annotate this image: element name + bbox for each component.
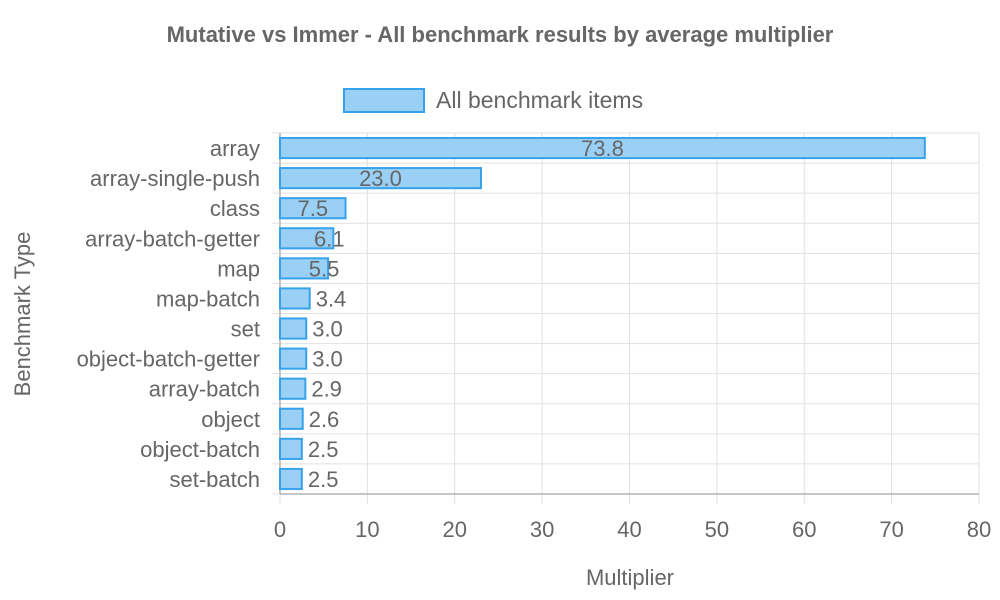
category-label-object-batch-getter: object-batch-getter	[77, 347, 260, 372]
data-label-class: 7.5	[297, 196, 328, 221]
data-label-map-batch: 3.4	[316, 286, 347, 311]
x-tick-label: 30	[530, 517, 554, 542]
data-label-set-batch: 2.5	[308, 467, 339, 492]
data-label-map: 5.5	[309, 256, 340, 281]
x-tick-label: 70	[879, 517, 903, 542]
x-tick-label: 80	[967, 517, 991, 542]
gridlines	[272, 132, 980, 504]
bar-set[interactable]	[279, 317, 308, 340]
bar-set-batch[interactable]	[279, 467, 303, 491]
bars	[279, 136, 926, 491]
x-tick-label: 20	[443, 517, 467, 542]
bar-object-batch[interactable]	[279, 437, 303, 460]
x-axis-title: Multiplier	[586, 565, 674, 590]
bar-array[interactable]	[279, 136, 926, 160]
y-axis-title: Benchmark Type	[10, 232, 35, 397]
data-labels: 73.8 23.0 7.5 6.1 5.5 3.4 3.0 3.0 2.9 2.6 2.5 2.5	[297, 136, 623, 492]
legend-label[interactable]: All benchmark items	[436, 87, 643, 113]
bar-class[interactable]	[279, 197, 347, 220]
bar-array-batch[interactable]	[279, 377, 307, 400]
bar-array-batch-getter[interactable]	[279, 227, 335, 250]
data-label-array-batch: 2.9	[311, 377, 342, 402]
x-tick-labels: 0 10 20 30 40 50 60 70 80	[274, 517, 991, 542]
category-label-map: map	[217, 256, 260, 281]
chart-title: Mutative vs Immer - All benchmark result…	[167, 22, 834, 47]
data-label-array: 73.8	[581, 136, 624, 161]
bar-array-single-push[interactable]	[279, 167, 482, 190]
category-label-array: array	[210, 136, 260, 161]
category-label-array-single-push: array-single-push	[90, 166, 260, 191]
data-label-array-single-push: 23.0	[359, 166, 402, 191]
legend-swatch[interactable]	[343, 88, 425, 113]
legend[interactable]: All benchmark items	[343, 87, 643, 113]
bar-map-batch[interactable]	[279, 287, 311, 310]
category-labels: array array-single-push class array-batch-g…	[77, 136, 260, 492]
x-tick-label: 50	[705, 517, 729, 542]
x-tick-label: 60	[792, 517, 816, 542]
category-label-object-batch: object-batch	[140, 437, 260, 462]
data-label-object: 2.6	[309, 407, 340, 432]
category-label-map-batch: map-batch	[156, 286, 260, 311]
category-label-array-batch-getter: array-batch-getter	[85, 226, 260, 251]
data-label-array-batch-getter: 6.1	[314, 226, 345, 251]
category-label-class: class	[210, 196, 260, 221]
x-tick-label: 40	[617, 517, 641, 542]
category-label-set-batch: set-batch	[170, 467, 261, 492]
x-tick-label: 10	[355, 517, 379, 542]
data-label-object-batch-getter: 3.0	[312, 347, 343, 372]
category-label-set: set	[231, 317, 260, 342]
bar-map[interactable]	[279, 257, 330, 280]
data-label-object-batch: 2.5	[308, 437, 339, 462]
category-label-object: object	[201, 407, 260, 432]
bar-object-batch-getter[interactable]	[279, 347, 308, 370]
bar-object[interactable]	[279, 407, 304, 430]
data-label-set: 3.0	[312, 317, 343, 342]
category-label-array-batch: array-batch	[149, 377, 260, 402]
x-tick-label: 0	[274, 517, 286, 542]
